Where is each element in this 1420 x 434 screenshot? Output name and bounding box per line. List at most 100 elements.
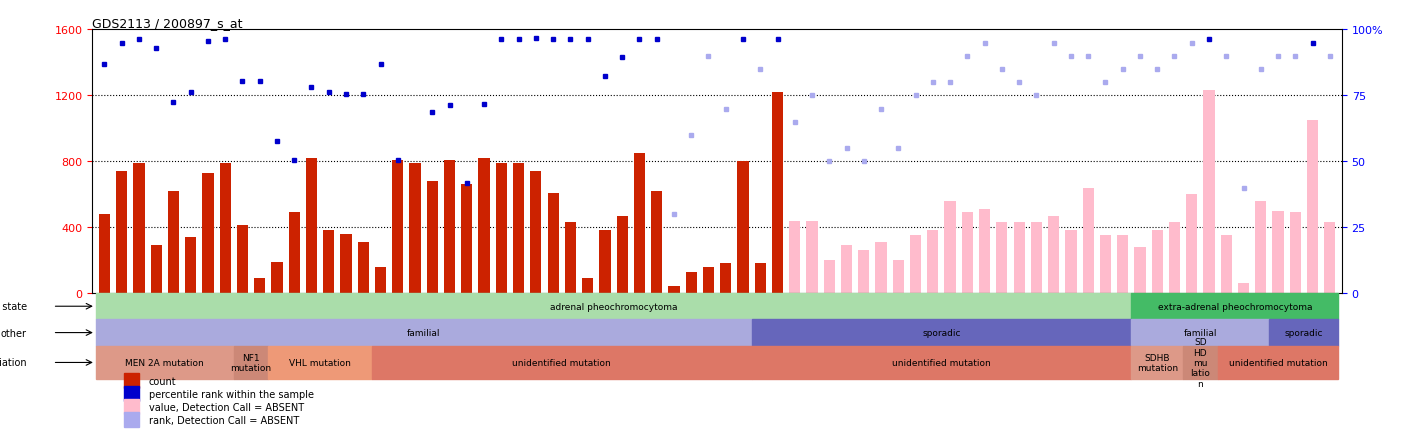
- Bar: [1221, 236, 1233, 293]
- Text: disease state: disease state: [0, 302, 27, 312]
- Text: adrenal pheochromocytoma: adrenal pheochromocytoma: [550, 302, 677, 311]
- Bar: [116, 172, 128, 293]
- Bar: [686, 272, 697, 293]
- Bar: [652, 191, 662, 293]
- Bar: [513, 164, 524, 293]
- Bar: [720, 264, 731, 293]
- Bar: [95, 293, 1132, 320]
- Bar: [462, 185, 473, 293]
- Bar: [1186, 195, 1197, 293]
- Text: count: count: [149, 376, 176, 386]
- Bar: [392, 160, 403, 293]
- Bar: [772, 93, 782, 293]
- Bar: [997, 223, 1008, 293]
- Text: rank, Detection Call = ABSENT: rank, Detection Call = ABSENT: [149, 415, 298, 425]
- Text: MEN 2A mutation: MEN 2A mutation: [125, 358, 204, 367]
- Bar: [1048, 216, 1059, 293]
- Bar: [910, 236, 922, 293]
- Bar: [358, 243, 369, 293]
- Bar: [234, 346, 268, 379]
- Text: familial: familial: [408, 329, 440, 337]
- Bar: [1255, 201, 1267, 293]
- Bar: [324, 231, 334, 293]
- Bar: [1031, 223, 1042, 293]
- Text: other: other: [1, 328, 27, 338]
- Bar: [479, 158, 490, 293]
- Text: sporadic: sporadic: [922, 329, 961, 337]
- Bar: [807, 221, 818, 293]
- Bar: [1183, 346, 1217, 379]
- Bar: [751, 346, 1132, 379]
- Bar: [1082, 188, 1093, 293]
- Bar: [824, 260, 835, 293]
- Bar: [1217, 346, 1339, 379]
- Bar: [1135, 247, 1146, 293]
- Text: unidentified mutation: unidentified mutation: [1228, 358, 1328, 367]
- Bar: [633, 154, 645, 293]
- Bar: [1100, 236, 1110, 293]
- Text: value, Detection Call = ABSENT: value, Detection Call = ABSENT: [149, 402, 304, 412]
- Bar: [99, 214, 109, 293]
- Bar: [565, 223, 577, 293]
- Bar: [305, 158, 317, 293]
- Bar: [1014, 223, 1025, 293]
- Text: familial: familial: [1184, 329, 1217, 337]
- Bar: [124, 413, 139, 427]
- Bar: [375, 267, 386, 293]
- Bar: [288, 213, 300, 293]
- Bar: [530, 172, 541, 293]
- Bar: [237, 226, 248, 293]
- Text: SDHB
mutation: SDHB mutation: [1136, 353, 1177, 372]
- Bar: [1132, 320, 1269, 346]
- Bar: [1306, 121, 1318, 293]
- Bar: [133, 164, 145, 293]
- Bar: [876, 243, 886, 293]
- Bar: [1269, 320, 1339, 346]
- Bar: [978, 210, 990, 293]
- Bar: [754, 264, 765, 293]
- Text: unidentified mutation: unidentified mutation: [892, 358, 991, 367]
- Text: sporadic: sporadic: [1285, 329, 1323, 337]
- Text: GDS2113 / 200897_s_at: GDS2113 / 200897_s_at: [92, 17, 243, 30]
- Bar: [927, 231, 939, 293]
- Bar: [944, 201, 956, 293]
- Bar: [426, 181, 437, 293]
- Text: SD
HD
mu
latio
n: SD HD mu latio n: [1190, 337, 1210, 388]
- Bar: [151, 246, 162, 293]
- Bar: [1238, 283, 1250, 293]
- Bar: [582, 279, 594, 293]
- Bar: [858, 250, 869, 293]
- Bar: [444, 160, 456, 293]
- Bar: [409, 164, 420, 293]
- Bar: [1152, 231, 1163, 293]
- Bar: [669, 287, 680, 293]
- Bar: [961, 213, 973, 293]
- Text: genotype/variation: genotype/variation: [0, 358, 27, 368]
- Bar: [1132, 293, 1339, 320]
- Bar: [737, 162, 748, 293]
- Text: VHL mutation: VHL mutation: [290, 358, 351, 367]
- Bar: [185, 237, 196, 293]
- Bar: [1325, 223, 1335, 293]
- Bar: [496, 164, 507, 293]
- Bar: [124, 387, 139, 401]
- Bar: [372, 346, 751, 379]
- Bar: [124, 374, 139, 388]
- Bar: [1169, 223, 1180, 293]
- Bar: [124, 400, 139, 414]
- Bar: [254, 279, 266, 293]
- Text: percentile rank within the sample: percentile rank within the sample: [149, 389, 314, 399]
- Bar: [1118, 236, 1129, 293]
- Bar: [616, 216, 628, 293]
- Bar: [268, 346, 372, 379]
- Bar: [751, 320, 1132, 346]
- Bar: [271, 262, 283, 293]
- Bar: [220, 164, 231, 293]
- Bar: [95, 346, 234, 379]
- Bar: [548, 193, 558, 293]
- Bar: [790, 221, 801, 293]
- Text: extra-adrenal pheochromocytoma: extra-adrenal pheochromocytoma: [1157, 302, 1312, 311]
- Text: NF1
mutation: NF1 mutation: [230, 353, 271, 372]
- Bar: [599, 231, 611, 293]
- Bar: [893, 260, 905, 293]
